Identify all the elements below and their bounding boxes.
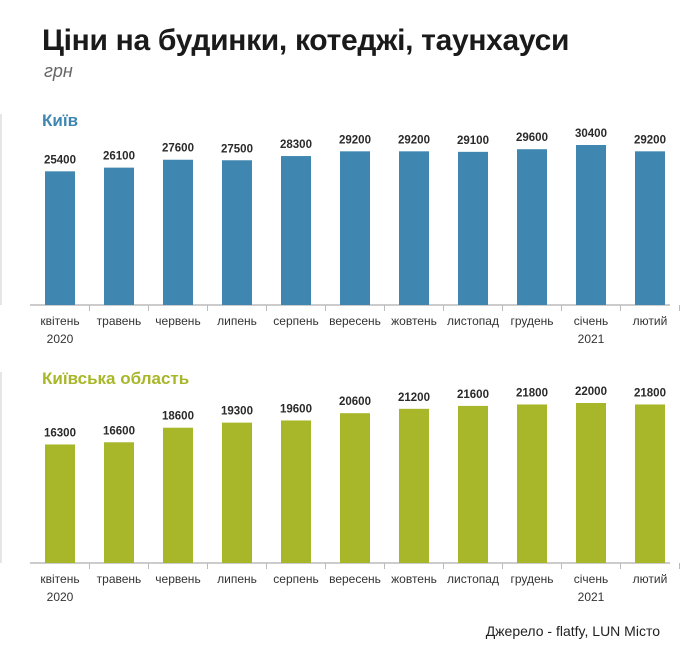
x-tick-label: грудень: [510, 314, 553, 328]
x-year-label: 2020: [47, 332, 74, 346]
bar-value-label: 26100: [103, 151, 135, 163]
bar: [281, 420, 311, 563]
bar-value-label: 29200: [339, 134, 371, 146]
bar: [399, 151, 429, 305]
bar-value-label: 20600: [339, 396, 371, 408]
bar: [517, 149, 547, 305]
bar-value-label: 16300: [44, 427, 76, 439]
kyiv-bar-chart: Київ 25400 квітень 2020 26100 травень 27600 чер…: [0, 111, 680, 346]
source-note: Джерело - flatfy, LUN Місто: [485, 623, 660, 639]
bar-value-label: 16600: [103, 425, 135, 437]
bar-value-label: 21200: [398, 392, 430, 404]
x-tick-label: лютий: [633, 572, 668, 586]
bar: [163, 427, 193, 563]
x-tick-label: квітень: [40, 314, 79, 328]
x-tick-label: січень: [574, 572, 608, 586]
bar: [340, 151, 370, 305]
bar-value-label: 29100: [457, 135, 489, 147]
x-year-label: 2021: [578, 332, 605, 346]
x-tick-label: травень: [97, 572, 142, 586]
bar: [399, 408, 429, 563]
bar: [45, 444, 75, 563]
bar-value-label: 27500: [221, 143, 253, 155]
chart-subtitle: грн: [44, 61, 73, 81]
bar: [104, 167, 134, 305]
bar-value-label: 21600: [457, 389, 489, 401]
kyiv-oblast-bar-chart: Київська область 16300 квітень 2020 16600 тра…: [0, 369, 680, 604]
x-tick-label: вересень: [329, 314, 381, 328]
x-tick-label: серпень: [273, 572, 318, 586]
bar: [517, 404, 547, 563]
bar: [458, 405, 488, 563]
x-tick-label: січень: [574, 314, 608, 328]
bar: [635, 151, 665, 305]
bar: [104, 442, 134, 563]
x-tick-label: листопад: [447, 572, 499, 586]
bar-value-label: 30400: [575, 128, 607, 140]
bar-value-label: 21800: [634, 387, 666, 399]
x-tick-label: листопад: [447, 314, 499, 328]
x-tick-label: лютий: [633, 314, 668, 328]
x-tick-label: серпень: [273, 314, 318, 328]
x-tick-label: червень: [155, 572, 200, 586]
bar: [163, 159, 193, 305]
x-tick-label: травень: [97, 314, 142, 328]
x-tick-label: липень: [217, 314, 257, 328]
panel-title: Київська область: [42, 369, 189, 388]
bar-value-label: 29200: [398, 134, 430, 146]
bar-value-label: 28300: [280, 139, 312, 151]
x-year-label: 2021: [578, 590, 605, 604]
bar-value-label: 25400: [44, 154, 76, 166]
bar: [222, 422, 252, 563]
x-year-label: 2020: [47, 590, 74, 604]
chart-title: Ціни на будинки, котеджі, таунхауси: [42, 24, 570, 57]
x-tick-label: квітень: [40, 572, 79, 586]
bar: [635, 404, 665, 563]
bar-value-label: 22000: [575, 386, 607, 398]
x-tick-label: червень: [155, 314, 200, 328]
x-tick-label: жовтень: [391, 572, 437, 586]
bar: [222, 160, 252, 305]
bar-value-label: 29600: [516, 132, 548, 144]
bar-value-label: 18600: [162, 411, 194, 423]
bar-value-label: 19300: [221, 406, 253, 418]
bar: [340, 413, 370, 563]
x-tick-label: грудень: [510, 572, 553, 586]
bar: [576, 145, 606, 305]
bar-value-label: 27600: [162, 143, 194, 155]
bar-value-label: 21800: [516, 387, 548, 399]
bar: [45, 171, 75, 305]
x-tick-label: жовтень: [391, 314, 437, 328]
bar: [576, 403, 606, 563]
panel-title: Київ: [42, 111, 78, 130]
bar: [281, 156, 311, 305]
bar-value-label: 29200: [634, 134, 666, 146]
x-tick-label: липень: [217, 572, 257, 586]
bar-value-label: 19600: [280, 403, 312, 415]
x-tick-label: вересень: [329, 572, 381, 586]
bar: [458, 151, 488, 305]
